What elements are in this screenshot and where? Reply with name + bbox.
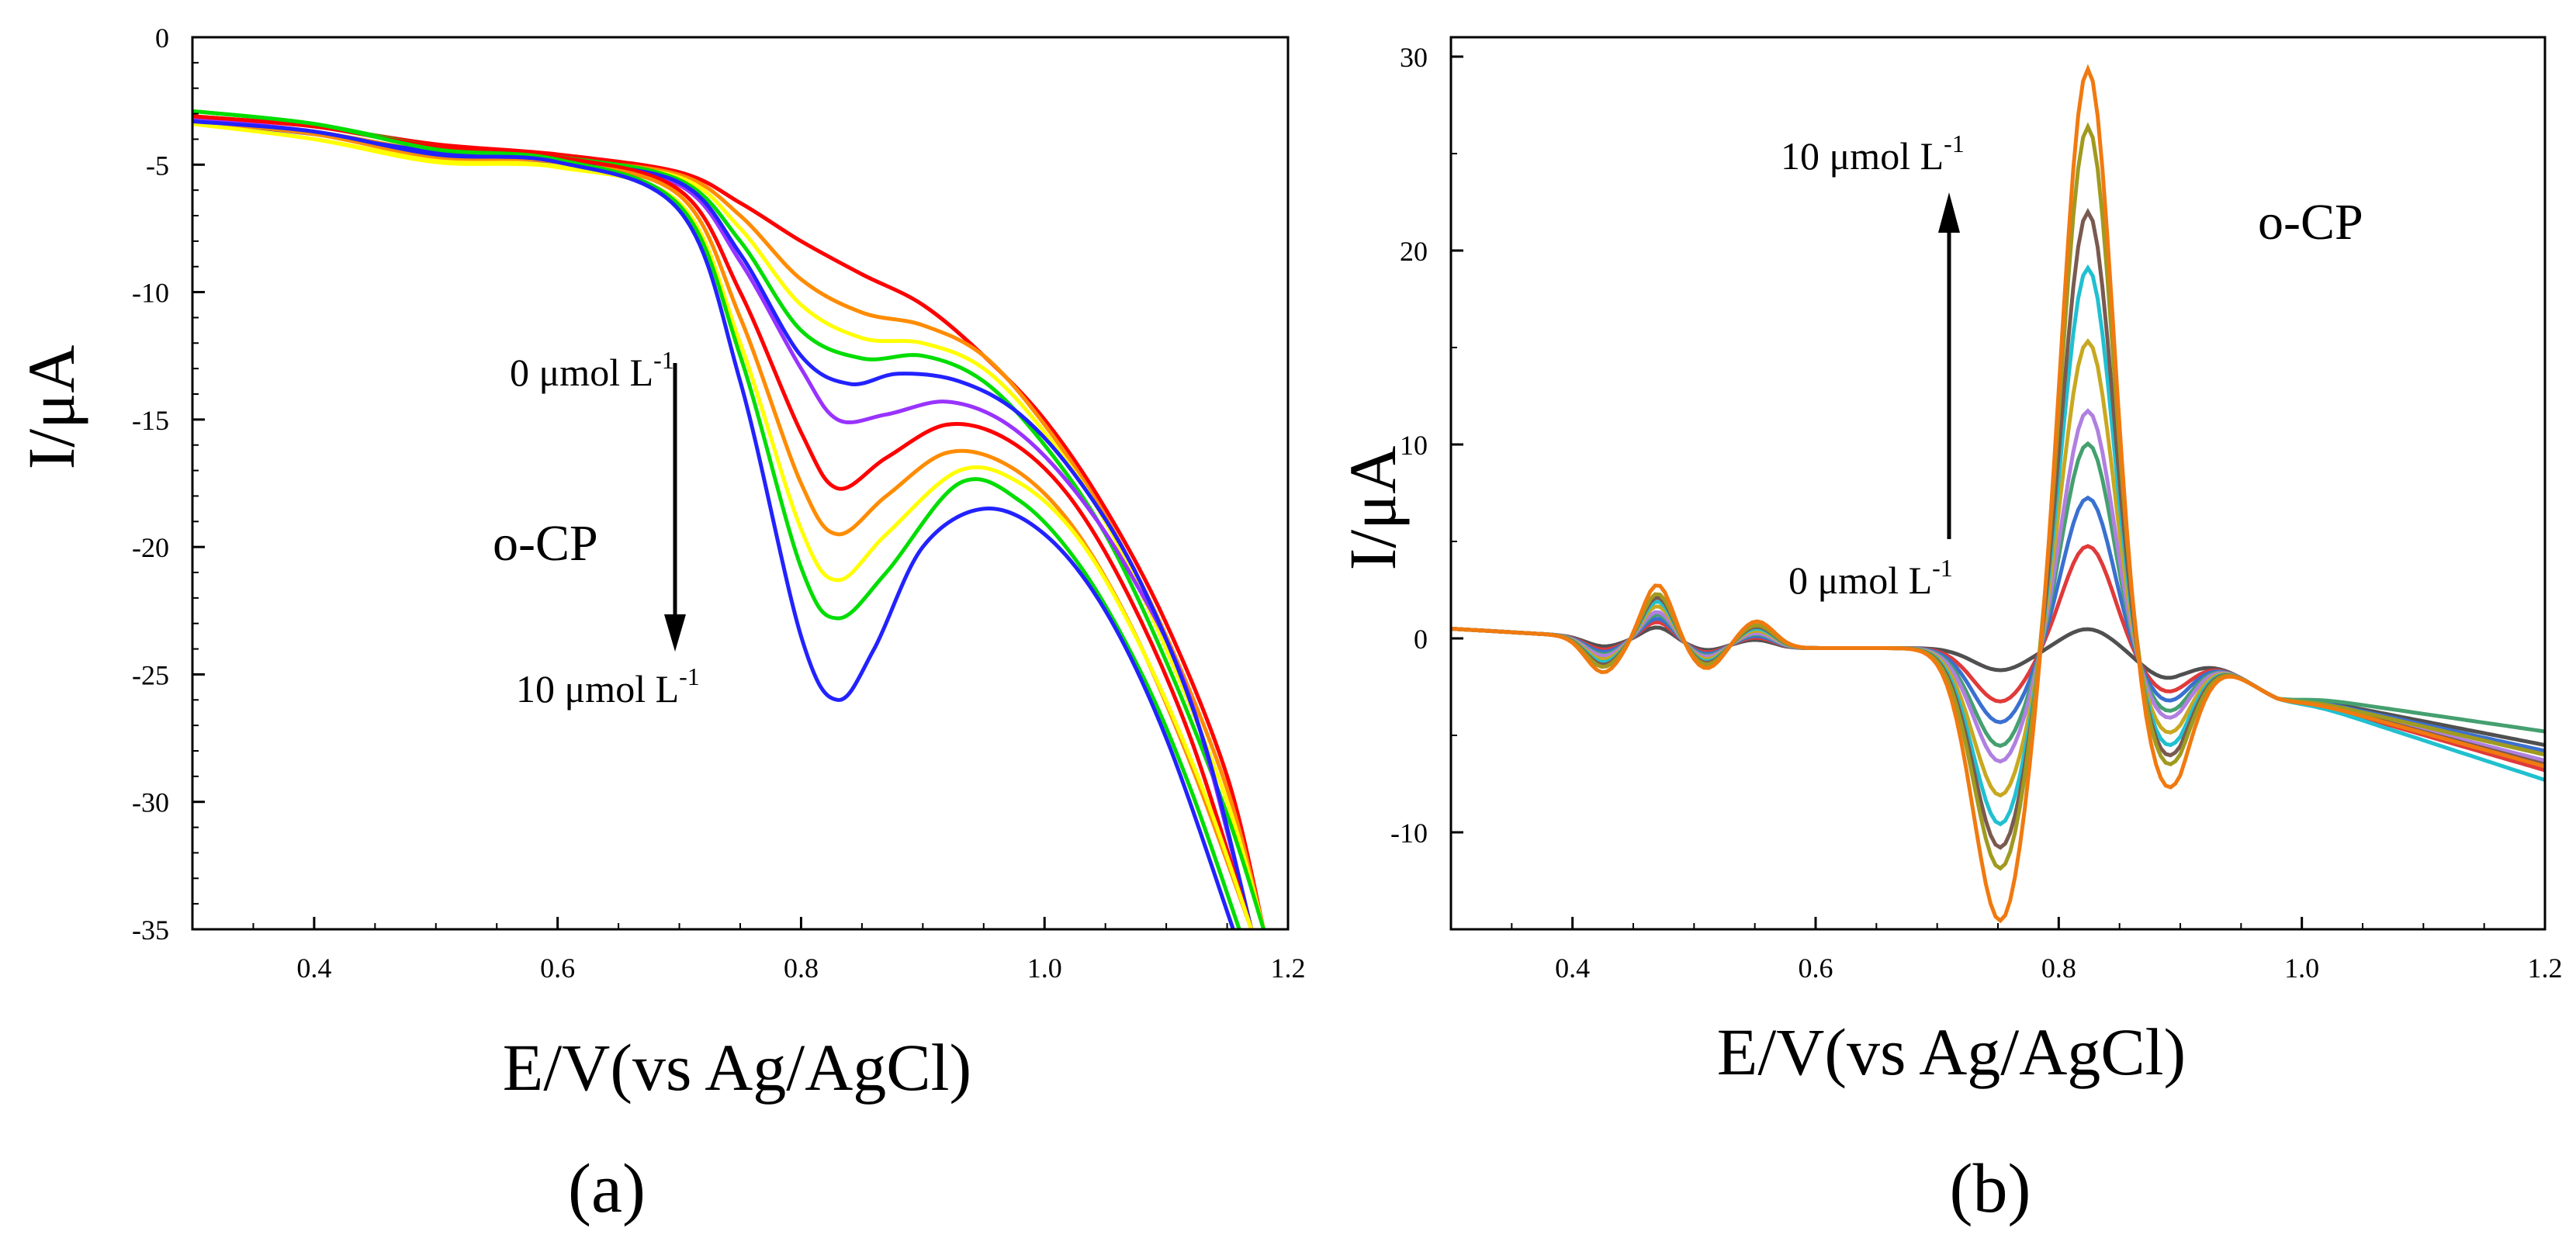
analyte-label-b: o-CP: [2258, 194, 2363, 251]
series-line-a-1: [192, 114, 1266, 929]
series-line-a-5: [192, 116, 1254, 929]
y-tick-label: -5: [146, 150, 169, 181]
series-group-a: [192, 109, 1266, 929]
chart-panel-a: 0.4 0.6 0.8 1.0 1.2 0 -5 -10 -15 -20 -25 -30 -35 E/…: [14, 22, 1306, 1227]
chart-panel-b: 0.4 0.6 0.8 1.0 1.2 30 20 10 0 -10 E/V(vs Ag/AgC…: [1335, 36, 2563, 1227]
panel-label-b: (b): [1950, 1150, 2031, 1227]
arrow-head-b: [1938, 192, 1960, 233]
end-label-sup-b: -1: [1944, 130, 1965, 157]
series-line-a-11: [192, 119, 1235, 929]
x-tick-label: 1.0: [2284, 953, 2319, 984]
series-line-a-8: [192, 119, 1254, 929]
x-tick-label: 1.2: [2528, 953, 2563, 984]
y-tick-label: 0: [1414, 624, 1428, 655]
start-label-sup-a: -1: [653, 346, 674, 374]
x-axis-label-b: E/V(vs Ag/AgCl): [1717, 1015, 2186, 1089]
y-tick-label: -15: [132, 405, 169, 436]
x-axis-ticks-a: 0.4 0.6 0.8 1.0 1.2: [192, 917, 1306, 984]
analyte-label-a: o-CP: [493, 515, 598, 572]
start-label-a: 0 μmol L-1: [510, 346, 674, 394]
start-label-text-b: 0 μmol L: [1788, 559, 1932, 602]
end-label-sup-a: -1: [679, 662, 700, 690]
y-axis-ticks-b: 30 20 10 0 -10: [1390, 42, 1463, 930]
x-tick-label: 1.0: [1027, 953, 1062, 984]
y-tick-label: 10: [1400, 430, 1428, 461]
end-label-text-a: 10 μmol L: [516, 667, 679, 711]
start-label-sup-b: -1: [1932, 554, 1953, 582]
end-label-a: 10 μmol L-1: [516, 662, 700, 711]
x-tick-label: 0.6: [1799, 953, 1833, 984]
series-line-b-9: [1451, 122, 2545, 871]
x-tick-label: 0.4: [1555, 953, 1590, 984]
start-label-b: 0 μmol L-1: [1788, 554, 1953, 602]
y-axis-label-b: I/μA: [1335, 446, 1410, 571]
x-tick-label: 0.4: [296, 953, 331, 984]
y-axis-label-a: I/μA: [14, 345, 88, 470]
series-line-b-7: [1451, 264, 2545, 827]
y-tick-label: -35: [132, 915, 169, 946]
end-label-b: 10 μmol L-1: [1781, 130, 1965, 178]
y-tick-label: 0: [155, 22, 169, 54]
arrow-head-a: [664, 614, 686, 652]
x-tick-label: 1.2: [1271, 953, 1306, 984]
panel-label-a: (a): [568, 1150, 646, 1227]
y-axis-ticks-a: 0 -5 -10 -15 -20 -25 -30 -35: [132, 22, 205, 946]
y-tick-label: 30: [1400, 42, 1428, 73]
end-label-text-b: 10 μmol L: [1781, 134, 1944, 178]
series-line-a-10: [192, 109, 1241, 929]
x-tick-label: 0.8: [2041, 953, 2076, 984]
series-line-b-8: [1451, 208, 2545, 850]
x-tick-label: 0.6: [540, 953, 575, 984]
y-tick-label: -30: [132, 787, 169, 818]
y-tick-label: 20: [1400, 236, 1428, 267]
start-label-text-a: 0 μmol L: [510, 351, 653, 394]
x-axis-ticks-b: 0.4 0.6 0.8 1.0 1.2: [1450, 917, 2563, 984]
x-axis-label-a: E/V(vs Ag/AgCl): [503, 1030, 971, 1105]
series-line-b-10: [1451, 64, 2545, 924]
plot-frame-a: [191, 36, 1290, 931]
y-tick-label: -10: [1390, 818, 1428, 849]
y-tick-label: -10: [132, 278, 169, 309]
series-line-a-6: [192, 119, 1254, 929]
x-tick-label: 0.8: [784, 953, 819, 984]
series-group-b: [1451, 64, 2545, 924]
series-line-a-7: [192, 114, 1254, 929]
series-line-a-3: [192, 119, 1266, 929]
y-tick-label: -25: [132, 659, 169, 690]
series-line-a-9: [192, 122, 1254, 929]
y-tick-label: -20: [132, 532, 169, 563]
